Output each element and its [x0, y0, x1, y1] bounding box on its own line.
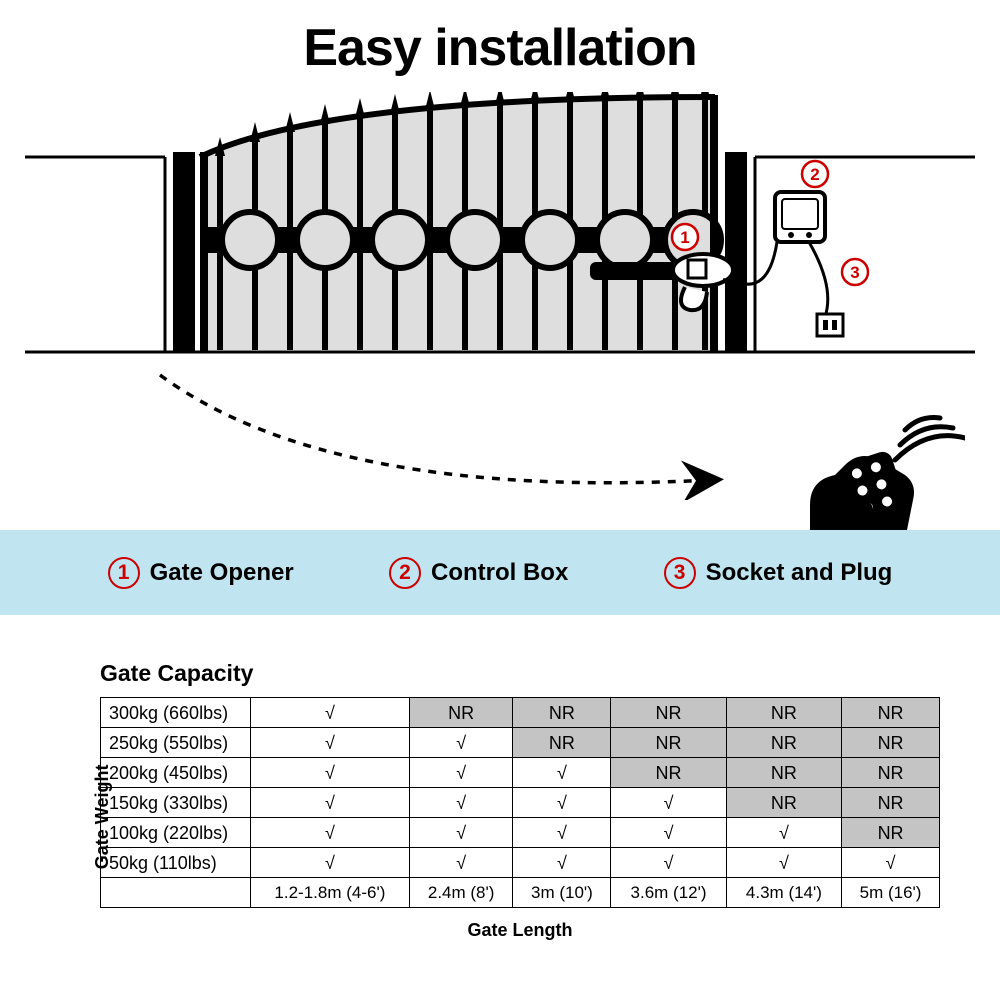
capacity-cell: NR: [513, 698, 611, 728]
callout-2: 2: [802, 161, 828, 187]
table-row: 150kg (330lbs)√√√√NRNR: [101, 788, 940, 818]
callout-3: 3: [842, 259, 868, 285]
capacity-cell: √: [611, 848, 726, 878]
callout-1: 1: [672, 224, 698, 250]
legend-number-1: 1: [108, 557, 140, 589]
length-cell: 2.4m (8'): [409, 878, 513, 908]
capacity-table: 300kg (660lbs)√NRNRNRNRNR250kg (550lbs)√…: [100, 697, 940, 908]
y-axis-label: Gate Weight: [92, 765, 113, 870]
capacity-cell: √: [251, 788, 410, 818]
capacity-cell: NR: [611, 728, 726, 758]
capacity-cell: √: [251, 698, 410, 728]
length-cell: 1.2-1.8m (4-6'): [251, 878, 410, 908]
weight-cell: 50kg (110lbs): [101, 848, 251, 878]
legend-label: Socket and Plug: [706, 559, 893, 587]
capacity-cell: NR: [842, 758, 940, 788]
capacity-cell: NR: [409, 698, 513, 728]
socket-plug-icon: [817, 314, 843, 336]
table-row: 200kg (450lbs)√√√NRNRNR: [101, 758, 940, 788]
remote-control-icon: [805, 410, 965, 540]
weight-cell: 300kg (660lbs): [101, 698, 251, 728]
weight-cell: 150kg (330lbs): [101, 788, 251, 818]
legend-number-2: 2: [389, 557, 421, 589]
gate-swing-path-icon: [150, 370, 830, 500]
svg-text:1: 1: [680, 228, 689, 247]
capacity-cell: √: [409, 818, 513, 848]
table-row: 50kg (110lbs)√√√√√√: [101, 848, 940, 878]
capacity-cell: √: [251, 848, 410, 878]
control-box-icon: [745, 192, 828, 317]
capacity-cell: NR: [842, 698, 940, 728]
capacity-cell: √: [409, 758, 513, 788]
weight-cell: 250kg (550lbs): [101, 728, 251, 758]
table-row: 1.2-1.8m (4-6')2.4m (8')3m (10')3.6m (12…: [101, 878, 940, 908]
capacity-cell: √: [726, 818, 841, 848]
svg-text:3: 3: [850, 263, 859, 282]
weight-cell: 200kg (450lbs): [101, 758, 251, 788]
capacity-cell: NR: [611, 758, 726, 788]
capacity-table-section: Gate Capacity Gate Weight 300kg (660lbs)…: [60, 660, 940, 941]
blank-cell: [101, 878, 251, 908]
length-cell: 5m (16'): [842, 878, 940, 908]
table-row: 300kg (660lbs)√NRNRNRNRNR: [101, 698, 940, 728]
legend-item-gate-opener: 1 Gate Opener: [108, 557, 294, 589]
capacity-cell: √: [409, 728, 513, 758]
legend-bar: 1 Gate Opener 2 Control Box 3 Socket and…: [0, 530, 1000, 615]
capacity-cell: NR: [842, 818, 940, 848]
capacity-cell: √: [251, 818, 410, 848]
capacity-cell: √: [513, 788, 611, 818]
table-row: 100kg (220lbs)√√√√√NR: [101, 818, 940, 848]
capacity-cell: NR: [726, 788, 841, 818]
capacity-cell: NR: [611, 698, 726, 728]
capacity-cell: √: [513, 818, 611, 848]
capacity-cell: √: [842, 848, 940, 878]
legend-label: Gate Opener: [150, 559, 294, 587]
capacity-cell: √: [251, 758, 410, 788]
capacity-cell: √: [726, 848, 841, 878]
page-title: Easy installation: [0, 18, 1000, 78]
capacity-cell: √: [513, 758, 611, 788]
capacity-cell: NR: [842, 728, 940, 758]
length-cell: 3m (10'): [513, 878, 611, 908]
legend-label: Control Box: [431, 559, 568, 587]
capacity-cell: NR: [842, 788, 940, 818]
capacity-cell: NR: [726, 758, 841, 788]
capacity-cell: √: [409, 848, 513, 878]
legend-number-3: 3: [664, 557, 696, 589]
svg-text:2: 2: [810, 165, 819, 184]
table-row: 250kg (550lbs)√√NRNRNRNR: [101, 728, 940, 758]
capacity-cell: √: [409, 788, 513, 818]
length-cell: 4.3m (14'): [726, 878, 841, 908]
capacity-cell: √: [513, 848, 611, 878]
capacity-cell: NR: [513, 728, 611, 758]
length-cell: 3.6m (12'): [611, 878, 726, 908]
capacity-cell: NR: [726, 728, 841, 758]
x-axis-label: Gate Length: [100, 920, 940, 941]
weight-cell: 100kg (220lbs): [101, 818, 251, 848]
capacity-cell: √: [251, 728, 410, 758]
legend-item-control-box: 2 Control Box: [389, 557, 568, 589]
gate-installation-diagram: 1 2 3: [25, 92, 975, 372]
capacity-cell: √: [611, 788, 726, 818]
table-title: Gate Capacity: [100, 660, 940, 687]
capacity-cell: NR: [726, 698, 841, 728]
legend-item-socket-plug: 3 Socket and Plug: [664, 557, 893, 589]
capacity-cell: √: [611, 818, 726, 848]
